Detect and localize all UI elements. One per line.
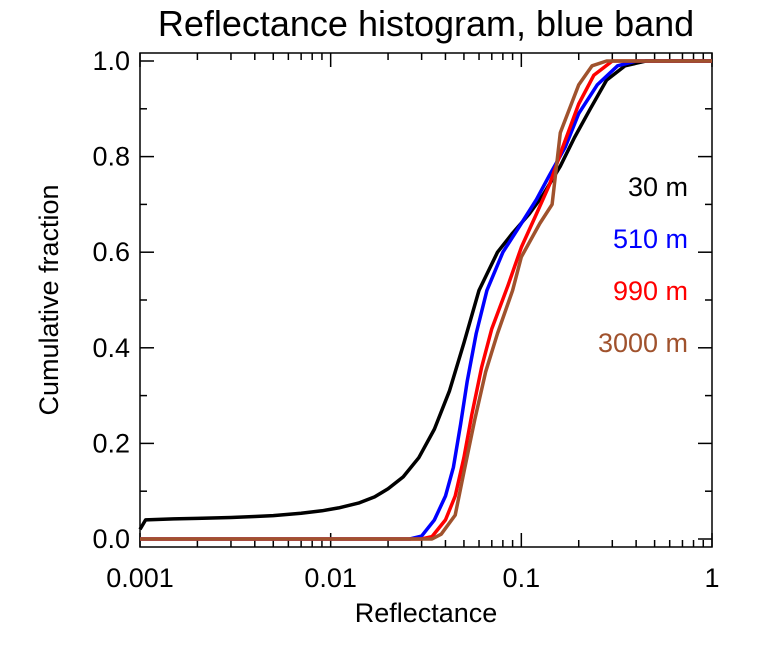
legend-label: 990 m: [613, 276, 688, 306]
series-line-510-m: [140, 59, 712, 541]
y-tick-label: 1.0: [92, 46, 130, 76]
y-axis-label: Cumulative fraction: [34, 184, 64, 415]
chart-title: Reflectance histogram, blue band: [158, 3, 694, 44]
legend-label: 30 m: [628, 172, 688, 202]
series-line-990-m: [140, 59, 712, 541]
series-line-30-m: [138, 59, 712, 531]
series-lines-group: [138, 59, 712, 541]
y-tick-label: 0.8: [92, 142, 130, 172]
legend-label: 510 m: [613, 224, 688, 254]
series-line-3000-m: [140, 59, 712, 541]
legend-label: 3000 m: [598, 328, 688, 358]
y-tick-label: 0.6: [92, 237, 130, 267]
y-tick-label: 0.2: [92, 428, 130, 458]
x-tick-label: 0.001: [106, 563, 174, 593]
legend-group: 30 m 510 m 990 m 3000 m: [598, 172, 688, 358]
ticks-group: 0.001 0.01 0.1 1 0.0 0.2 0.4 0.6 0.8 1.0: [92, 46, 719, 593]
x-tick-label: 0.1: [503, 563, 541, 593]
y-tick-label: 0.4: [92, 333, 130, 363]
x-tick-label: 1: [704, 563, 719, 593]
x-axis-label: Reflectance: [355, 598, 498, 628]
x-tick-label: 0.01: [304, 563, 357, 593]
y-tick-label: 0.0: [92, 524, 130, 554]
